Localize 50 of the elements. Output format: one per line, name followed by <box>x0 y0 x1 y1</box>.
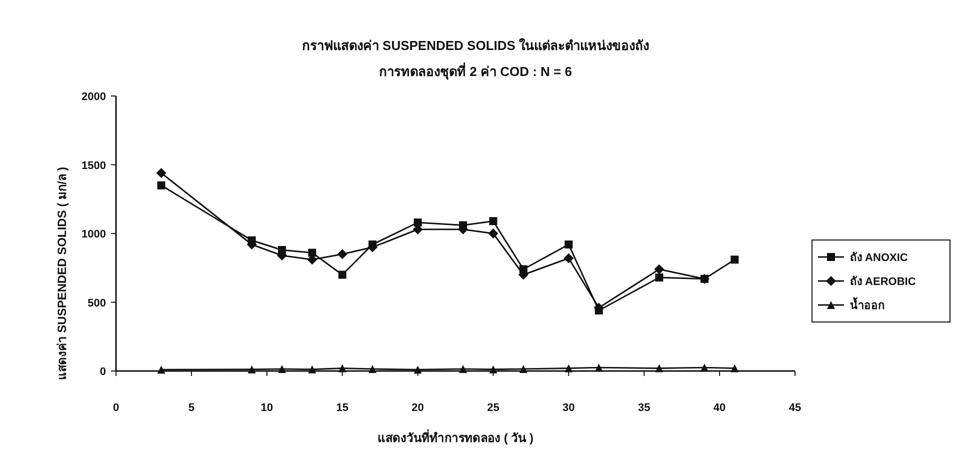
point <box>248 365 256 374</box>
x-tick-label: 25 <box>487 402 500 414</box>
point <box>368 364 377 373</box>
point <box>157 366 166 374</box>
point <box>459 364 468 373</box>
x-tick-label: 35 <box>638 402 650 414</box>
legend-label: ถัง ANOXIC <box>850 251 908 264</box>
x-axis-title: แสดงวันที่ทำการทดลอง ( วัน ) <box>378 429 534 445</box>
point <box>730 256 739 264</box>
x-tick-label: 10 <box>260 402 274 414</box>
x-tick-label: 30 <box>562 402 575 414</box>
point <box>338 364 346 372</box>
x-tick-label: 40 <box>713 402 726 414</box>
point <box>700 364 708 372</box>
y-tick-label: 500 <box>88 297 106 310</box>
x-tick-label: 5 <box>188 402 195 414</box>
chart-subtitle: การทดลองชุดที่ 2 ค่า COD : N = 6 <box>379 62 572 80</box>
y-tick-label: 2000 <box>82 91 106 103</box>
point <box>564 253 574 264</box>
point <box>564 240 573 248</box>
point <box>564 364 573 372</box>
point <box>489 365 498 374</box>
legend-label: ถัง AEROBIC <box>850 275 916 288</box>
y-tick-label: 0 <box>100 366 106 378</box>
point <box>156 168 166 178</box>
point <box>278 364 286 373</box>
legend-label: น้ำออก <box>850 297 885 312</box>
point <box>594 364 603 372</box>
chart-title: กราฟแสดงค่า SUSPENDED SOLIDS ในแต่ละตำแหน่งของถัง <box>302 37 650 53</box>
point <box>308 248 316 257</box>
point <box>308 365 316 374</box>
x-tick-label: 20 <box>412 402 424 414</box>
point <box>414 366 422 374</box>
y-tick-label: 1500 <box>82 160 106 172</box>
y-tick-label: 1000 <box>82 228 106 240</box>
x-tick-label: 45 <box>788 402 802 414</box>
point <box>337 249 348 260</box>
point <box>519 364 528 373</box>
x-tick-label: 15 <box>336 402 348 414</box>
point <box>655 274 664 282</box>
point <box>488 228 498 238</box>
x-tick-label: 0 <box>112 402 120 414</box>
point <box>655 364 664 372</box>
y-axis-title: แสดงค่า SUSPENDED SOLIDS ( มก/ล ) <box>55 166 69 380</box>
point <box>414 218 422 226</box>
point <box>654 264 664 274</box>
point <box>157 181 166 190</box>
point <box>489 217 498 226</box>
point <box>730 364 739 372</box>
point <box>338 270 346 279</box>
